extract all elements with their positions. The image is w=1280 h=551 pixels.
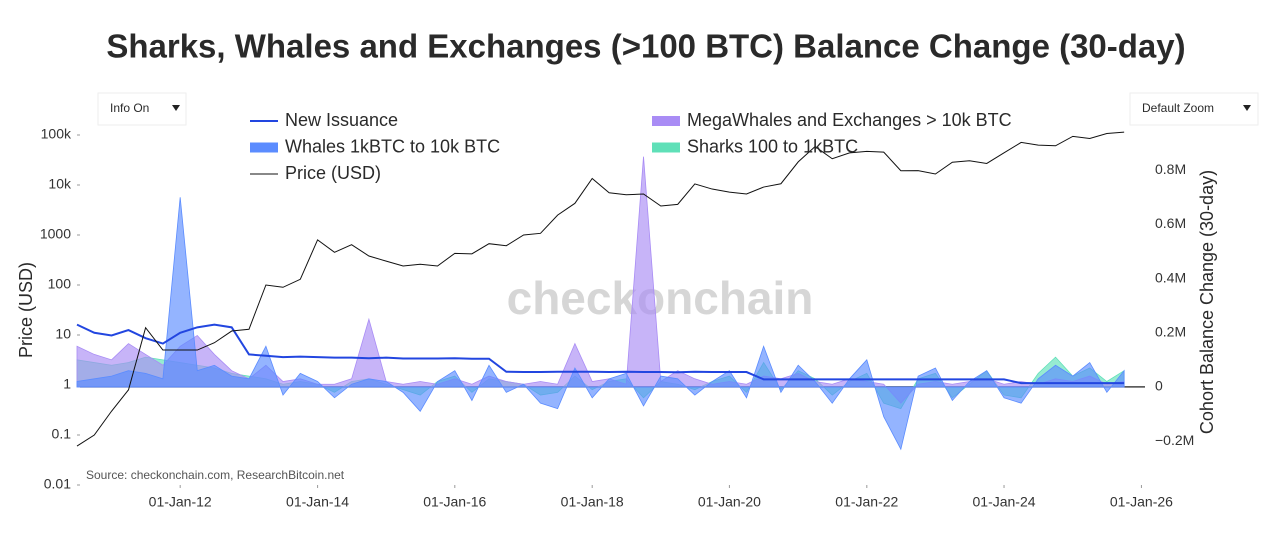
y-axis-title: Price (USD) — [16, 262, 36, 358]
y2-tick-label: 0.6M — [1155, 215, 1186, 231]
legend-label: Whales 1kBTC to 10k BTC — [285, 136, 500, 156]
y2-tick-label: 0.8M — [1155, 161, 1186, 177]
line — [76, 131, 1125, 447]
y-tick-label: 1000 — [40, 226, 71, 242]
legend-swatch — [652, 116, 680, 126]
legend-label: New Issuance — [285, 110, 398, 130]
y-tick-label: 10k — [48, 176, 72, 192]
zoom-dropdown[interactable]: Default Zoom — [1129, 92, 1259, 126]
dropdown-arrow[interactable] — [172, 105, 180, 111]
y2-tick-label: 0 — [1155, 378, 1163, 394]
x-tick-label: 01-Jan-24 — [973, 494, 1036, 510]
area — [76, 197, 1125, 451]
legend-label: Price (USD) — [285, 163, 381, 183]
line — [76, 323, 1125, 385]
dropdown-box[interactable] — [97, 92, 187, 126]
y-tick-label: 0.1 — [52, 426, 72, 442]
legend-swatch — [652, 142, 680, 153]
y2-tick-label: 0.4M — [1155, 269, 1186, 285]
y-tick-label: 100k — [41, 126, 72, 142]
x-tick-label: 01-Jan-20 — [698, 494, 761, 510]
dropdown-box[interactable] — [1129, 92, 1259, 126]
y-tick-label: 0.01 — [44, 476, 71, 492]
x-tick-label: 01-Jan-16 — [423, 494, 486, 510]
dropdown-label[interactable]: Info On — [110, 101, 149, 115]
y-tick-label: 10 — [55, 326, 71, 342]
legend-label: MegaWhales and Exchanges > 10k BTC — [687, 110, 1012, 130]
dropdown-label[interactable]: Default Zoom — [1142, 101, 1214, 115]
y2-tick-label: 0.2M — [1155, 323, 1186, 339]
y-tick-label: 1 — [63, 376, 71, 392]
x-tick-label: 01-Jan-12 — [149, 494, 212, 510]
info-dropdown[interactable]: Info On — [97, 92, 187, 126]
y2-tick-label: −0.2M — [1155, 432, 1194, 448]
chart-title: Sharks, Whales and Exchanges (>100 BTC) … — [106, 28, 1185, 65]
x-tick-label: 01-Jan-18 — [561, 494, 624, 510]
dropdown-arrow[interactable] — [1243, 105, 1251, 111]
source-note: Source: checkonchain.com, ResearchBitcoi… — [86, 468, 345, 482]
legend-label: Sharks 100 to 1kBTC — [687, 136, 858, 156]
x-tick-label: 01-Jan-14 — [286, 494, 349, 510]
y-tick-label: 100 — [48, 276, 72, 292]
legend-swatch — [250, 142, 278, 153]
x-tick-label: 01-Jan-22 — [835, 494, 898, 510]
y2-axis-title: Cohort Balance Change (30-day) — [1197, 170, 1217, 434]
watermark: checkonchain — [507, 272, 814, 324]
x-tick-label: 01-Jan-26 — [1110, 494, 1173, 510]
